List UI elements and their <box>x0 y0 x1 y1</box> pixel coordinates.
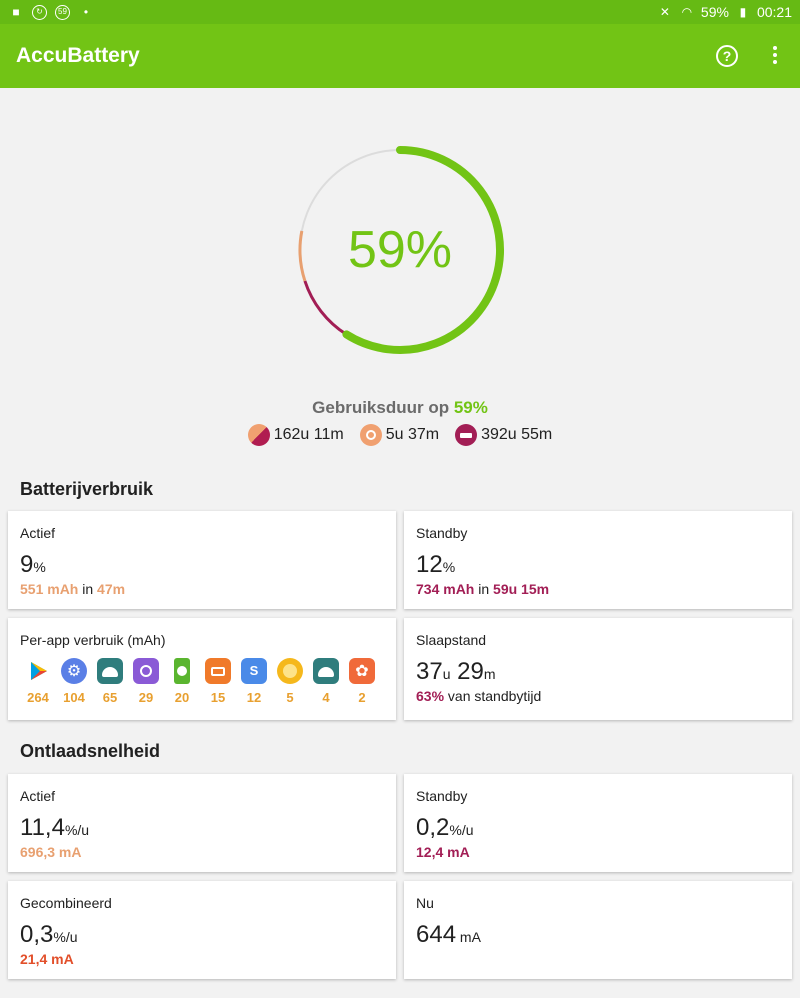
samsung-store-icon: S <box>241 658 267 684</box>
gauge-arc-charge <box>342 146 504 354</box>
section-title-discharge: Ontlaadsnelheid <box>20 741 161 761</box>
app-item[interactable]: 65 <box>92 658 128 705</box>
card-active-usage[interactable]: Actief 9% 551 mAh in 47m <box>8 511 396 609</box>
section-title-battery-usage: Batterijverbruik <box>20 479 154 499</box>
app-item[interactable]: ✿ 2 <box>344 658 380 705</box>
more-menu-icon[interactable] <box>772 46 778 66</box>
play-store-icon <box>25 658 51 684</box>
battery-percent: 59% <box>700 4 729 20</box>
per-app-list: 264 ⚙ 104 65 29 20 15 S 12 5 <box>20 658 380 705</box>
settings-icon: ⚙ <box>61 658 87 684</box>
app-bar: AccuBattery ? <box>0 24 800 88</box>
app-item[interactable]: 20 <box>164 658 200 705</box>
card-discharge-now[interactable]: Nu 644 mA <box>404 881 792 979</box>
battery-badge-icon: 59 <box>55 4 70 20</box>
wifi-icon: ◠ <box>681 5 693 19</box>
gauge-percent: 59% <box>347 221 453 279</box>
usage-sleep: 392u 55m <box>455 424 552 446</box>
yellow-circle-icon <box>277 658 303 684</box>
card-per-app-usage[interactable]: Per-app verbruik (mAh) 264 ⚙ 104 65 29 2… <box>8 618 396 720</box>
android-icon <box>313 658 339 684</box>
mute-icon: ✕ <box>659 5 670 19</box>
android-icon <box>97 658 123 684</box>
help-icon[interactable]: ? <box>716 45 738 67</box>
usage-title-percent: 59% <box>453 398 488 417</box>
gallery-icon: ✿ <box>349 658 375 684</box>
app-item[interactable]: 264 <box>20 658 56 705</box>
active-usage-icon <box>247 424 270 446</box>
card-sleep[interactable]: Slaapstand 37u 29m 63% van standbytijd <box>404 618 792 720</box>
sun-icon <box>359 424 382 446</box>
bed-icon <box>455 424 478 446</box>
sync-icon: ↻ <box>32 4 47 20</box>
usage-screen: 5u 37m <box>359 424 439 446</box>
app-item[interactable]: 5 <box>272 658 308 705</box>
video-icon <box>205 658 231 684</box>
usage-row: 162u 11m 5u 37m 392u 55m <box>0 424 800 446</box>
app-item[interactable]: S 12 <box>236 658 272 705</box>
app-title: AccuBattery <box>16 44 140 67</box>
battery-gauge <box>298 146 504 354</box>
gauge-arc-screen <box>298 230 307 282</box>
status-bar: ■ ↻ 59 • ✕ ◠ 59% ▮ 00:21 <box>0 0 800 24</box>
gauge-arc-active <box>303 280 348 336</box>
card-discharge-standby[interactable]: Standby 0,2%/u 12,4 mA <box>404 774 792 872</box>
app-item[interactable]: 15 <box>200 658 236 705</box>
app-item[interactable]: 29 <box>128 658 164 705</box>
video-call-icon: ■ <box>12 5 20 19</box>
usage-active: 162u 11m <box>247 424 344 446</box>
app-item[interactable]: ⚙ 104 <box>56 658 92 705</box>
card-discharge-combined[interactable]: Gecombineerd 0,3%/u 21,4 mA <box>8 881 396 979</box>
battery-icon: ▮ <box>739 5 747 19</box>
app-item[interactable]: 4 <box>308 658 344 705</box>
camera-icon <box>133 658 159 684</box>
usage-title: Gebruiksduur op 59% <box>312 398 488 417</box>
clock: 00:21 <box>756 4 792 20</box>
card-standby-usage[interactable]: Standby 12% 734 mAh in 59u 15m <box>404 511 792 609</box>
card-discharge-active[interactable]: Actief 11,4%/u 696,3 mA <box>8 774 396 872</box>
dot-icon: • <box>83 5 89 19</box>
accubattery-icon <box>174 658 190 684</box>
